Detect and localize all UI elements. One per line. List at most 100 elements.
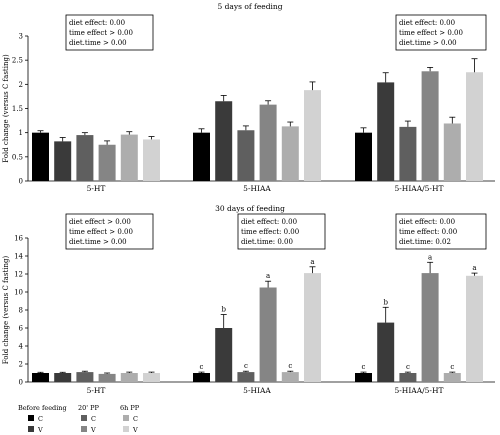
stats-box-border	[237, 213, 326, 250]
bar	[54, 141, 72, 181]
stats-box: diet effect: 0.00 time effect: 0.00 diet.t…	[237, 213, 326, 250]
bar	[304, 273, 321, 382]
legend-group-title: Before feeding	[18, 404, 67, 412]
significance-letter: c	[406, 363, 410, 371]
legend-group: 20' PP CV	[78, 404, 99, 434]
stats-line: diet effect > 0.00	[69, 218, 131, 226]
bar	[355, 132, 372, 181]
bar	[98, 144, 116, 181]
stats-box-border	[65, 213, 154, 250]
stats-box-border	[395, 213, 487, 250]
bar	[377, 82, 395, 181]
bar	[259, 287, 277, 382]
y-tick-label: 14	[14, 253, 23, 261]
y-tick-label: 0.5	[12, 153, 23, 161]
stats-box: diet effect: 0.00 time effect: 0.00 diet.t…	[395, 213, 487, 250]
bar	[237, 130, 255, 181]
y-tick-label: 8	[19, 307, 23, 315]
category-label: 5-HIAA/5-HT	[394, 386, 443, 395]
bar	[281, 126, 299, 181]
significance-letter: c	[244, 362, 248, 370]
category-label: 5-HIAA/5-HT	[394, 184, 443, 193]
stats-line: diet effect: 0.00	[399, 218, 455, 226]
y-tick-label: 2	[19, 361, 23, 369]
legend-group: Before feeding CV	[18, 404, 67, 434]
significance-letter: a	[428, 253, 432, 261]
bar	[215, 328, 233, 382]
stats-line: time effect > 0.00	[69, 29, 133, 37]
bar	[32, 373, 49, 382]
significance-letter: a	[266, 272, 270, 280]
bar	[399, 373, 417, 382]
chart-title: 5 days of feeding	[217, 2, 282, 11]
bar	[120, 373, 138, 382]
bar	[143, 373, 160, 382]
bar	[399, 126, 417, 181]
chart-title: 30 days of feeding	[215, 204, 285, 213]
y-axis-label: Fold change (versus C fasting)	[2, 256, 10, 365]
bar	[237, 372, 255, 382]
bar	[98, 373, 116, 382]
stats-line: time effect > 0.00	[69, 228, 133, 236]
y-tick-label: 4	[19, 343, 24, 351]
legend-swatch	[123, 415, 129, 421]
y-tick-label: 2	[19, 81, 23, 89]
y-tick-label: 1	[19, 129, 23, 137]
stats-line: diet.time: 0.00	[241, 238, 293, 246]
stats-line: diet.time > 0.00	[69, 238, 127, 246]
significance-letter: b	[221, 306, 226, 314]
y-tick-label: 12	[14, 271, 23, 279]
y-axis-label: Fold change (versus C fasting)	[2, 54, 10, 163]
legend-swatch	[28, 426, 34, 432]
bar	[377, 322, 395, 382]
significance-letter: c	[450, 363, 454, 371]
significance-letter: c	[362, 363, 366, 371]
y-tick-label: 2.5	[12, 57, 23, 65]
stats-line: diet effect: 0.00	[69, 19, 125, 27]
bar	[193, 373, 210, 382]
bar	[259, 104, 277, 181]
significance-letter: a	[310, 258, 314, 266]
stats-line: diet effect: 0.00	[241, 218, 297, 226]
stats-box: diet effect: 0.00 time effect > 0.00 diet.…	[65, 14, 154, 51]
chart-5-days: 5 days of feeding 0 0.5 1 1.5 2 2.5 3 Fold chang…	[2, 2, 495, 193]
legend-label: C	[38, 415, 43, 423]
bar	[304, 90, 321, 181]
legend-label: C	[91, 415, 96, 423]
bar	[443, 373, 461, 382]
y-tick-label: 3	[19, 33, 23, 41]
bar	[443, 123, 461, 181]
bar	[466, 275, 483, 382]
stats-line: diet.time: 0.02	[399, 238, 451, 246]
bar	[143, 139, 160, 181]
y-tick-label: 10	[14, 289, 23, 297]
significance-letter: a	[472, 264, 476, 272]
bar	[76, 372, 94, 382]
legend-swatch	[28, 415, 34, 421]
y-tick-label: 0	[19, 379, 23, 387]
stats-box: diet effect: 0.00 time effect > 0.00 diet.…	[395, 14, 487, 51]
bar	[355, 373, 372, 382]
legend-group-title: 20' PP	[78, 404, 99, 412]
significance-letter: b	[383, 298, 388, 306]
legend-label: V	[37, 426, 43, 434]
bar	[120, 134, 138, 181]
bar	[193, 132, 210, 181]
stats-line: diet.time > 0.00	[399, 39, 457, 47]
stats-box-border	[395, 14, 487, 51]
legend-group-title: 6h PP	[120, 404, 140, 412]
significance-letter: c	[288, 362, 292, 370]
legend-swatch	[81, 415, 87, 421]
stats-line: diet.time > 0.00	[69, 39, 127, 47]
bar	[421, 273, 439, 382]
category-label: 5-HT	[87, 184, 106, 193]
bar	[421, 71, 439, 181]
stats-line: time effect > 0.00	[399, 29, 463, 37]
y-tick-label: 6	[19, 325, 24, 333]
bar	[281, 372, 299, 382]
legend-label: C	[133, 415, 138, 423]
bar	[466, 72, 483, 181]
bar	[32, 132, 49, 181]
stats-box: diet effect > 0.00 time effect > 0.00 diet…	[65, 213, 154, 250]
